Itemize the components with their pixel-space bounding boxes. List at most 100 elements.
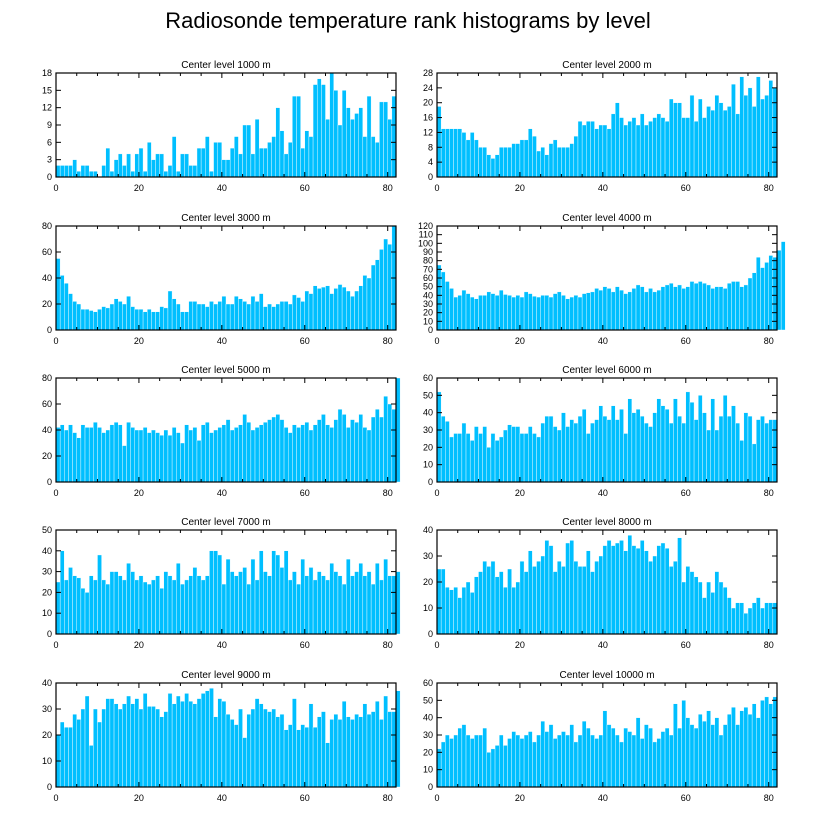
bar [751,443,757,483]
bar [482,426,487,483]
bar [196,575,202,635]
bar [97,427,102,483]
bar [751,272,757,331]
bar [440,128,446,178]
bar [151,429,156,483]
bar [72,301,77,331]
bar [113,703,119,788]
bar [221,583,227,635]
bar [449,738,454,788]
bar [354,422,359,483]
bar [469,132,475,178]
bar [221,296,227,331]
bar [436,264,442,331]
bar [126,296,131,331]
bar [660,542,666,635]
bar [673,102,678,178]
bar [242,414,247,483]
bar [739,710,745,788]
bar [590,121,595,178]
bar [80,165,86,178]
bar [362,703,368,788]
bar [486,566,492,635]
bar [64,727,69,788]
bar [685,566,691,635]
bar [623,124,628,178]
bar [370,711,376,788]
bar [764,95,769,178]
bar [461,132,467,178]
bar [387,711,393,788]
bar [751,703,757,788]
bar [627,121,633,178]
bar [747,714,753,788]
bar [317,716,322,788]
bar [246,303,252,331]
bar [615,286,620,331]
bar [544,731,550,788]
bar [586,550,591,635]
panel-10: Center level 10000 m 0 20 40 60 80 0 10 20 30 40 50… [423,670,778,803]
bar [681,700,686,788]
bar [639,738,645,788]
bar [515,734,521,788]
bar [304,130,310,178]
bar [756,76,761,178]
bar [532,566,537,635]
bar [341,414,347,483]
bar [486,752,492,788]
x-tick-label: 0 [53,640,58,650]
bar [652,741,657,788]
bar [147,583,152,635]
bar [321,711,326,788]
panel-6: Center level 6000 m 0 20 40 60 80 0 10 20 30 40 50 6… [423,365,778,498]
y-tick-label: 0 [428,325,433,335]
y-tick-label: 60 [42,247,52,257]
y-tick-label: 70 [423,264,433,274]
bar [88,427,94,483]
bar [764,602,769,635]
bar [238,708,243,788]
bar [275,303,281,331]
panel-7: Center level 7000 m 0 20 40 60 80 0 10 20 30 40 50 [42,517,401,650]
bar [346,558,351,635]
bar [565,298,570,331]
bar [681,422,686,483]
bar [250,708,256,788]
bar [312,424,318,483]
bar [151,311,156,331]
bar [548,415,554,483]
y-tick-label: 40 [42,273,52,283]
panel-title: Center level 1000 m [181,60,271,71]
bar [598,289,604,331]
bar [383,558,388,635]
bar [122,703,127,788]
bar [528,128,533,178]
bar [619,741,624,788]
bar [346,107,351,178]
x-tick-label: 80 [383,336,393,346]
bar [503,147,508,178]
bar [358,716,364,788]
y-tick-label: 40 [423,408,433,418]
bar [469,296,475,331]
bar [341,583,347,635]
bar [362,275,368,331]
y-tick-label: 40 [423,525,433,535]
bar [317,78,322,178]
bar [544,295,550,331]
bar [296,297,301,331]
bar [333,90,339,178]
bar [213,303,218,331]
bar [258,424,264,483]
bar [478,571,483,635]
x-tick-label: 20 [515,183,525,193]
bar [130,427,135,483]
bar [329,563,335,635]
y-tick-label: 10 [423,460,433,470]
bar [84,427,90,483]
bar [490,293,496,331]
bar [494,745,500,788]
bar [387,119,393,178]
bar [449,128,454,178]
